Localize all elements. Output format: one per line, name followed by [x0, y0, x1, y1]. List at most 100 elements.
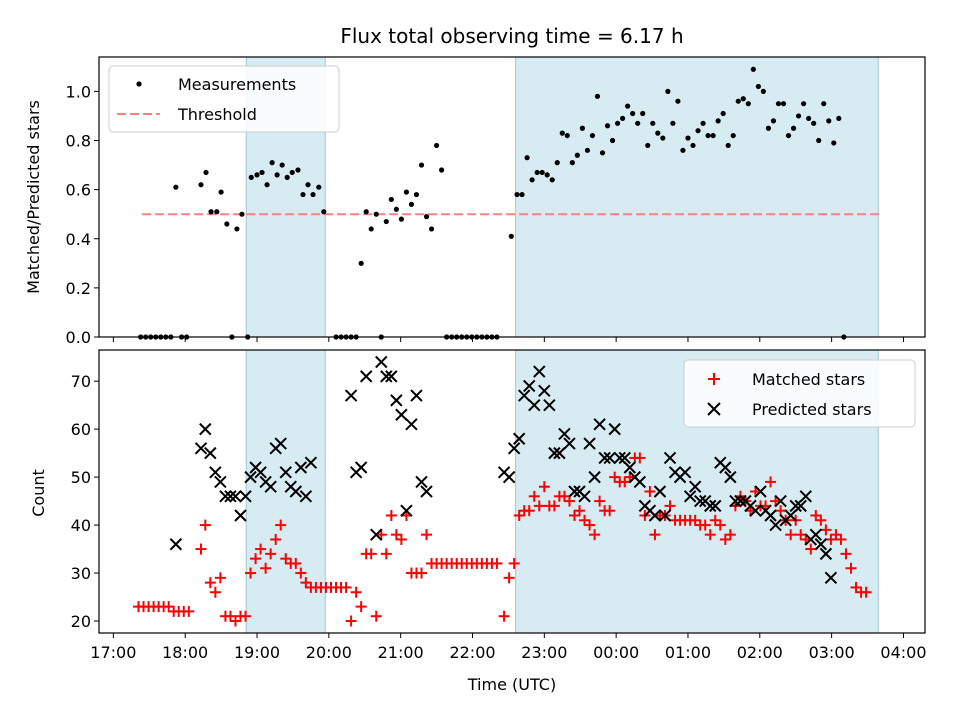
measurement-point — [806, 115, 812, 122]
measurement-point — [300, 191, 306, 198]
measurement-point — [514, 191, 520, 198]
predicted-stars-point — [819, 547, 833, 561]
matched-stars-point — [513, 509, 525, 521]
measurement-point — [254, 172, 260, 178]
predicted-legend-label: Predicted stars — [752, 400, 872, 419]
predicted-stars-point — [299, 490, 313, 503]
measurement-point — [695, 128, 701, 134]
predicted-stars-point — [354, 461, 368, 474]
measurement-point — [549, 177, 555, 183]
predicted-stars-point — [390, 394, 403, 407]
measurement-point — [720, 110, 726, 117]
matched-stars-point — [415, 567, 427, 579]
matched-stars-point — [370, 610, 382, 622]
matched-stars-point — [290, 557, 302, 569]
measurement-point — [614, 120, 621, 126]
measurement-point — [645, 142, 651, 149]
matched-stars-point — [355, 601, 367, 613]
xtick-label: 18:00 — [162, 643, 208, 662]
predicted-stars-point — [663, 451, 677, 465]
ratio-ytick-label: 0.6 — [66, 181, 91, 200]
matched-stars-point — [163, 601, 175, 613]
measurement-point — [274, 172, 280, 178]
measurement-point — [700, 120, 706, 126]
matched-stars-point — [385, 509, 397, 521]
matched-stars-point — [250, 553, 262, 565]
xtick-label: 01:00 — [665, 643, 711, 662]
predicted-stars-point — [209, 466, 222, 479]
measurement-point — [439, 167, 445, 173]
predicted-stars-point — [294, 461, 308, 474]
predicted-stars-point — [734, 494, 747, 508]
matched-stars-point — [689, 514, 701, 526]
threshold-legend-label: Threshold — [177, 105, 257, 124]
matched-stars-point — [835, 533, 847, 545]
measurement-point — [635, 120, 641, 126]
measurement-point — [289, 169, 295, 176]
matched-stars-point — [350, 586, 362, 598]
matched-stars-point — [719, 533, 731, 545]
measurement-point — [650, 120, 656, 126]
predicted-stars-point — [512, 432, 526, 445]
xtick-label: 23:00 — [521, 643, 567, 662]
predicted-stars-point — [274, 437, 287, 450]
matched-stars-point — [619, 476, 631, 488]
xtick-label: 22:00 — [449, 643, 495, 662]
measurement-point — [529, 177, 535, 183]
predicted-stars-point — [598, 451, 611, 465]
matched-stars-point — [574, 505, 586, 517]
measurement-point — [519, 191, 525, 198]
predicted-stars-point — [814, 538, 828, 551]
measurement-point — [305, 182, 311, 188]
xtick-label: 02:00 — [737, 643, 783, 662]
predicted-stars-point — [769, 518, 782, 532]
predicted-stars-point — [588, 470, 601, 484]
measurement-point — [363, 209, 369, 215]
predicted-stars-point — [709, 499, 722, 513]
predicted-stars-point — [359, 370, 373, 383]
matched-stars-point — [240, 610, 252, 622]
matched-stars-point — [825, 533, 837, 545]
measurement-point — [259, 169, 265, 176]
measurement-point — [224, 221, 230, 227]
predicted-stars-point — [380, 370, 393, 383]
matched-stars-point — [199, 519, 211, 531]
matched-stars-point — [280, 553, 292, 565]
measurement-point — [740, 96, 746, 102]
measurement-point — [579, 125, 585, 131]
measurement-point — [760, 88, 766, 94]
predicted-stars-point — [618, 451, 631, 465]
predicted-stars-point — [523, 379, 536, 393]
matched-stars-point — [183, 605, 195, 617]
measurement-point — [770, 118, 777, 124]
matched-legend-label: Matched stars — [752, 370, 865, 389]
measurement-point — [295, 167, 301, 173]
measurement-point — [831, 140, 837, 146]
xtick-label: 21:00 — [378, 643, 424, 662]
predicted-stars-point — [794, 499, 807, 513]
measurement-point — [730, 132, 736, 139]
predicted-stars-point — [279, 466, 292, 479]
matched-stars-point — [785, 529, 797, 541]
matched-stars-point — [229, 615, 241, 627]
measurement-point — [214, 209, 220, 215]
predicted-stars-point — [764, 509, 777, 522]
predicted-stars-point — [789, 499, 802, 513]
matched-stars-point — [533, 500, 545, 512]
matched-stars-point — [558, 490, 570, 502]
measurement-point — [413, 191, 420, 198]
predicted-stars-point — [400, 504, 413, 517]
measurement-point — [423, 214, 430, 220]
ratio-plot-frame — [98, 56, 926, 338]
matched-stars-point — [528, 490, 540, 502]
measurement-point — [559, 130, 565, 136]
predicted-stars-point — [568, 485, 581, 498]
matched-stars-point — [699, 519, 711, 531]
matched-stars-point — [634, 452, 646, 464]
measurement-point — [675, 98, 681, 104]
predicted-stars-point — [563, 437, 576, 450]
matched-stars-point — [579, 514, 591, 526]
measurement-point — [589, 132, 596, 139]
matched-stars-point — [300, 577, 312, 589]
count-ytick-label: 40 — [71, 516, 91, 535]
